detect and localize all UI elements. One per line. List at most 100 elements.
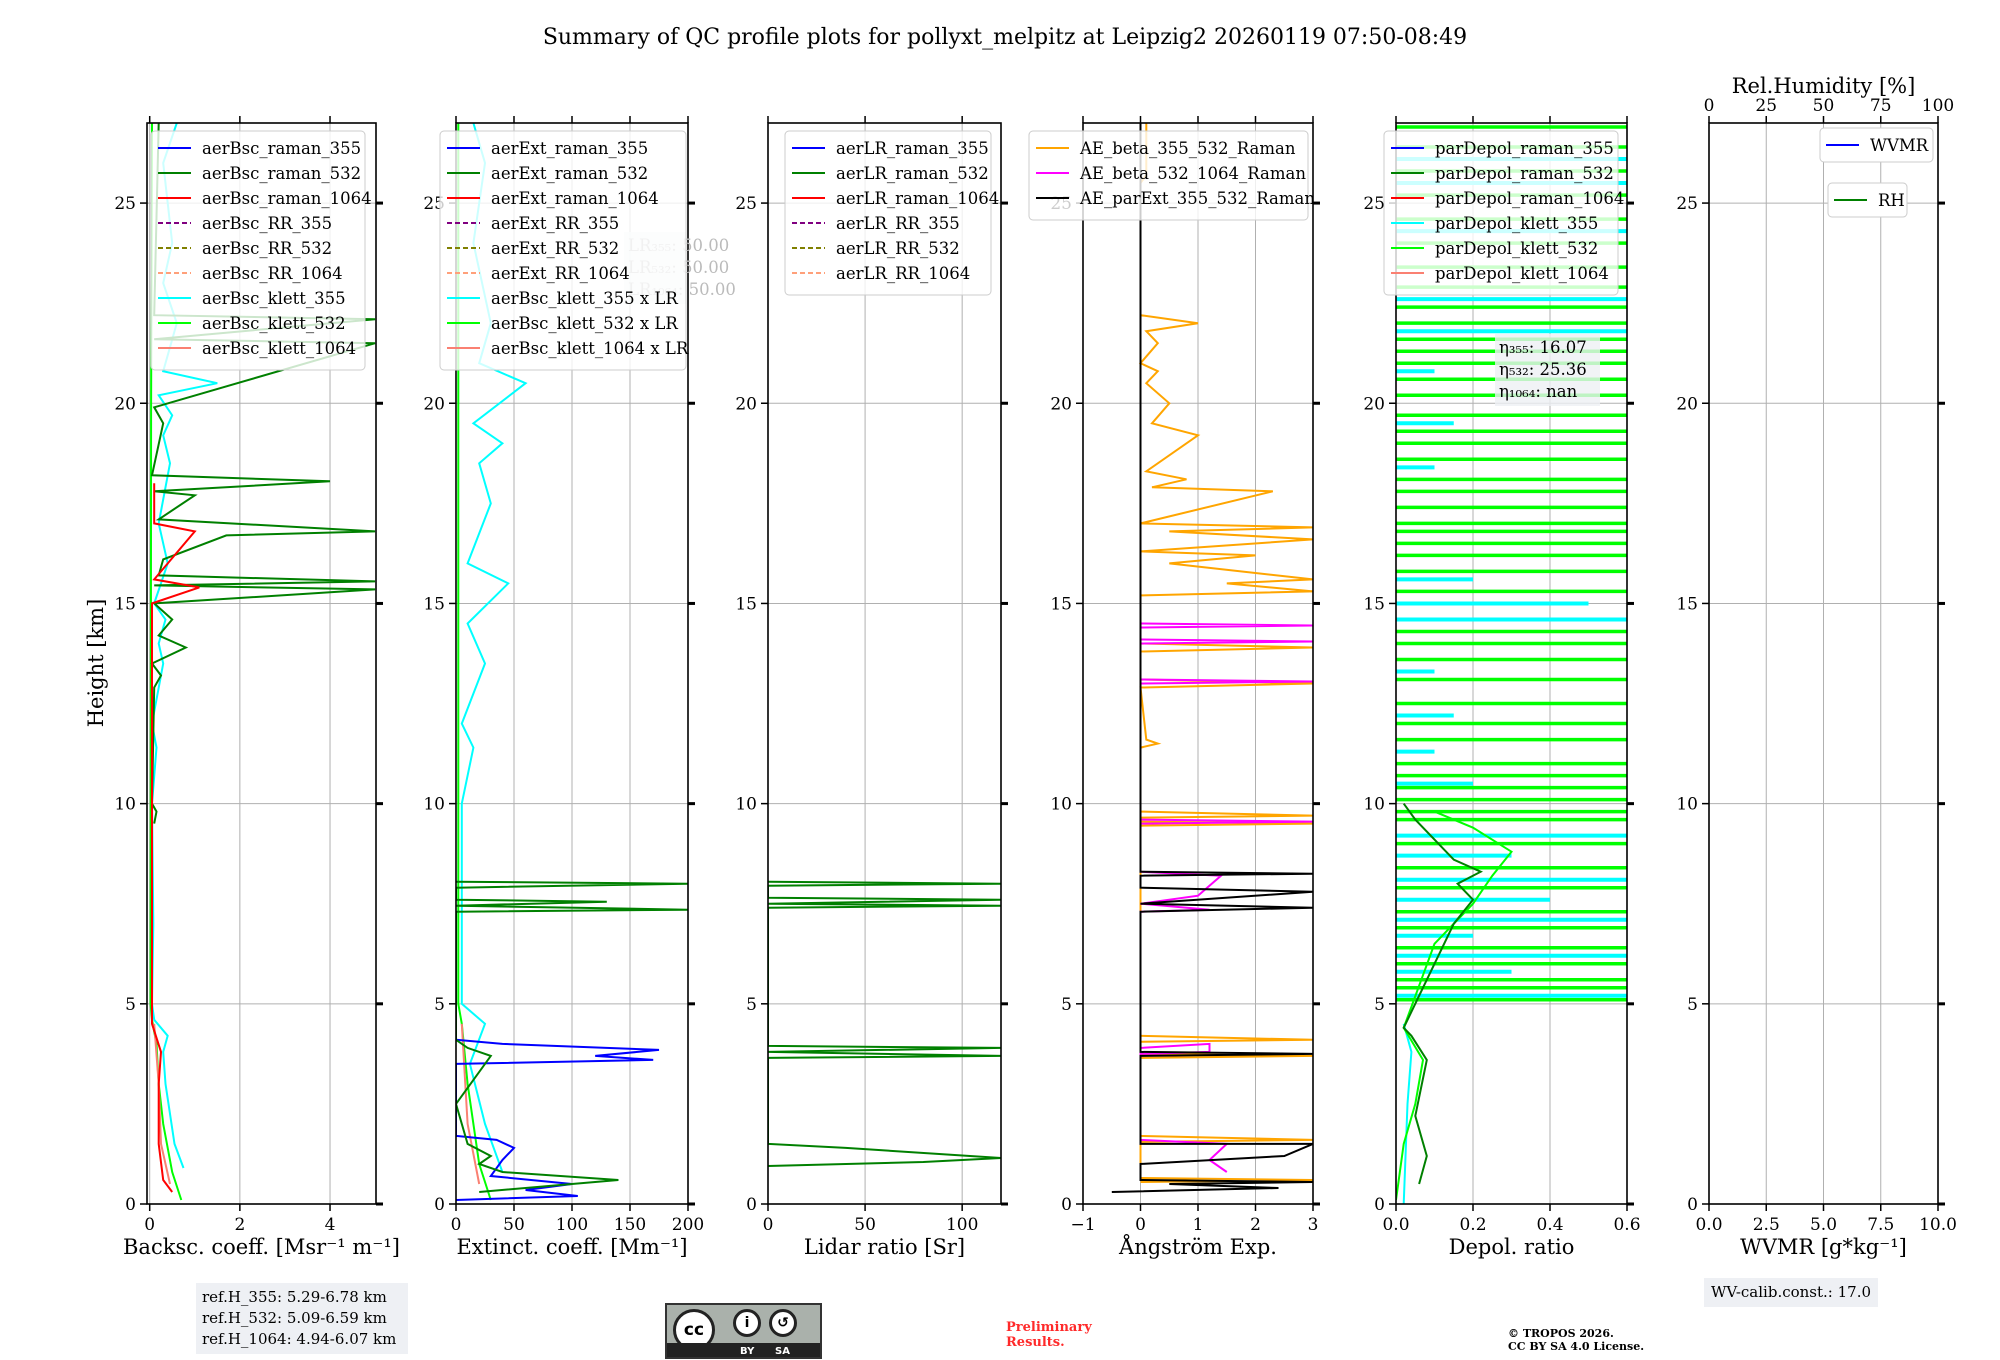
y-tick-label: 10 xyxy=(1363,795,1385,815)
legend-label: aerExt_raman_355 xyxy=(491,139,648,158)
x-tick-label: 0 xyxy=(451,1215,462,1235)
x-tick-label: 0.4 xyxy=(1536,1215,1563,1235)
y-tick-label: 10 xyxy=(1676,795,1698,815)
y-tick-label: 5 xyxy=(746,995,757,1015)
x-tick-label: 0 xyxy=(144,1215,155,1235)
legend-label: aerBsc_klett_355 x LR xyxy=(491,289,678,308)
legend-label: aerExt_raman_1064 xyxy=(491,189,659,208)
y-tick-label: 5 xyxy=(1061,995,1072,1015)
x-tick-label: 5.0 xyxy=(1810,1215,1837,1235)
x-tick-label: 7.5 xyxy=(1867,1215,1894,1235)
legend-label: aerLR_raman_532 xyxy=(836,164,989,183)
y-tick-label: 15 xyxy=(735,594,757,614)
legend-box xyxy=(1383,130,1619,296)
legend-label: aerExt_RR_355 xyxy=(491,214,619,233)
x-tick-label: 1 xyxy=(1193,1215,1204,1235)
legend-label: aerExt_RR_532 xyxy=(491,239,619,258)
x-tick-label: 10.0 xyxy=(1919,1215,1957,1235)
series-line-aerext-raman-532 xyxy=(456,880,688,1193)
legend-box xyxy=(150,130,366,371)
badge-sa-label: SA xyxy=(775,1346,790,1357)
legend-label: aerBsc_RR_532 xyxy=(202,239,332,258)
panel-5: 0 5 10 15 20 25 0.0 0.2 0.4 0.6 Depol. ratio η₃₅₅: … xyxy=(1363,116,1641,1259)
y-tick-label: 5 xyxy=(434,995,445,1015)
top-x-tick-label: 50 xyxy=(1813,96,1835,116)
legend-box xyxy=(784,130,992,296)
y-tick-label: 20 xyxy=(114,394,136,414)
refh-355: ref.H_355: 5.29-6.78 km xyxy=(202,1288,387,1306)
series-line-pardepol-klett-532 xyxy=(1396,810,1513,1201)
x-tick-label: −1 xyxy=(1070,1215,1095,1235)
series-line-aerbsc-klett-1064-x-lr xyxy=(460,1023,481,1185)
attribution-icon: i xyxy=(733,1309,761,1337)
copyright-note: © TROPOS 2026. CC BY SA 4.0 License. xyxy=(1508,1327,1644,1353)
data-layer xyxy=(768,880,1001,1167)
y-tick-label: 10 xyxy=(114,795,136,815)
preliminary-line-1: Preliminary xyxy=(1006,1320,1092,1335)
legend-label: aerExt_raman_532 xyxy=(491,164,648,183)
legend-label: aerLR_raman_355 xyxy=(836,139,989,158)
y-tick-label: 0 xyxy=(1061,1195,1072,1215)
series-line-aerbsc-klett-1064 xyxy=(153,1023,171,1185)
cc-license-badge: cc i ↺ BY SA xyxy=(665,1303,822,1359)
figure-title: Summary of QC profile plots for pollyxt_… xyxy=(543,25,1467,50)
y-tick-label: 5 xyxy=(1374,995,1385,1015)
legend-label: aerBsc_raman_355 xyxy=(202,139,361,158)
y-tick-label: 15 xyxy=(423,594,445,614)
annotation-text: η₅₃₂: 25.36 xyxy=(1499,360,1587,379)
series-line-aerbsc-raman-1064 xyxy=(151,483,200,1193)
series-line-pardepol-klett-355 xyxy=(1402,1023,1413,1204)
x-tick-label: 4 xyxy=(325,1215,336,1235)
legend-label: aerLR_raman_1064 xyxy=(836,189,999,208)
x-axis-label: Ångström Exp. xyxy=(1118,1234,1277,1259)
preliminary-note: Preliminary Results. xyxy=(1006,1320,1092,1350)
legend-label: parDepol_raman_1064 xyxy=(1435,189,1624,208)
axes-frame xyxy=(767,122,1002,1205)
legend-label: parDepol_klett_532 xyxy=(1435,239,1598,258)
axes-frame xyxy=(1395,122,1628,1205)
x-tick-label: 50 xyxy=(854,1215,876,1235)
y-tick-label: 25 xyxy=(735,194,757,214)
legend-label: aerBsc_klett_1064 x LR xyxy=(491,339,689,358)
series-line-ae-beta-355-532-raman xyxy=(1138,123,1313,1183)
y-tick-label: 15 xyxy=(114,594,136,614)
legend-label: aerBsc_klett_355 xyxy=(202,289,346,308)
x-axis-label: Extinct. coeff. [Mm⁻¹] xyxy=(456,1235,687,1259)
y-tick-label: 20 xyxy=(1676,394,1698,414)
legend-label: aerBsc_raman_1064 xyxy=(202,189,372,208)
y-tick-label: 20 xyxy=(423,394,445,414)
top-x-tick-label: 0 xyxy=(1704,96,1715,116)
x-tick-label: 100 xyxy=(556,1215,588,1235)
y-tick-label: 10 xyxy=(735,795,757,815)
annotation-text: η₃₅₅: 16.07 xyxy=(1499,338,1587,357)
y-tick-label: 0 xyxy=(125,1195,136,1215)
x-axis-label: WVMR [g*kg⁻¹] xyxy=(1740,1235,1907,1259)
legend-box xyxy=(1028,130,1309,221)
x-tick-label: 0 xyxy=(763,1215,774,1235)
y-tick-label: 0 xyxy=(1687,1195,1698,1215)
y-tick-label: 25 xyxy=(1676,194,1698,214)
legend-label: WVMR xyxy=(1870,136,1929,155)
top-x-tick-label: 75 xyxy=(1870,96,1892,116)
y-tick-label: 10 xyxy=(423,795,445,815)
legend-label: aerBsc_RR_355 xyxy=(202,214,332,233)
y-tick-label: 5 xyxy=(1687,995,1698,1015)
panel-6: 0 5 10 15 20 25 0.0 2.5 5.0 7.5 10.0 WVMR [g*kg⁻¹] 0… xyxy=(1676,74,1957,1259)
legend-box xyxy=(1827,182,1908,218)
y-tick-label: 25 xyxy=(114,194,136,214)
legend-label: parDepol_klett_1064 xyxy=(1435,264,1609,283)
legend-label: aerExt_RR_1064 xyxy=(491,264,630,283)
legend-label: parDepol_raman_355 xyxy=(1435,139,1614,158)
y-tick-label: 15 xyxy=(1363,594,1385,614)
x-tick-label: 2 xyxy=(234,1215,245,1235)
top-x-axis-label: Rel.Humidity [%] xyxy=(1732,74,1916,98)
preliminary-line-2: Results. xyxy=(1006,1335,1065,1350)
legend-label: aerBsc_RR_1064 xyxy=(202,264,343,283)
legend-label: aerBsc_klett_532 xyxy=(202,314,346,333)
wv-calibration-box: WV-calib.const.: 17.0 xyxy=(1704,1278,1878,1307)
legend-label: AE_beta_355_532_Raman xyxy=(1079,139,1296,158)
